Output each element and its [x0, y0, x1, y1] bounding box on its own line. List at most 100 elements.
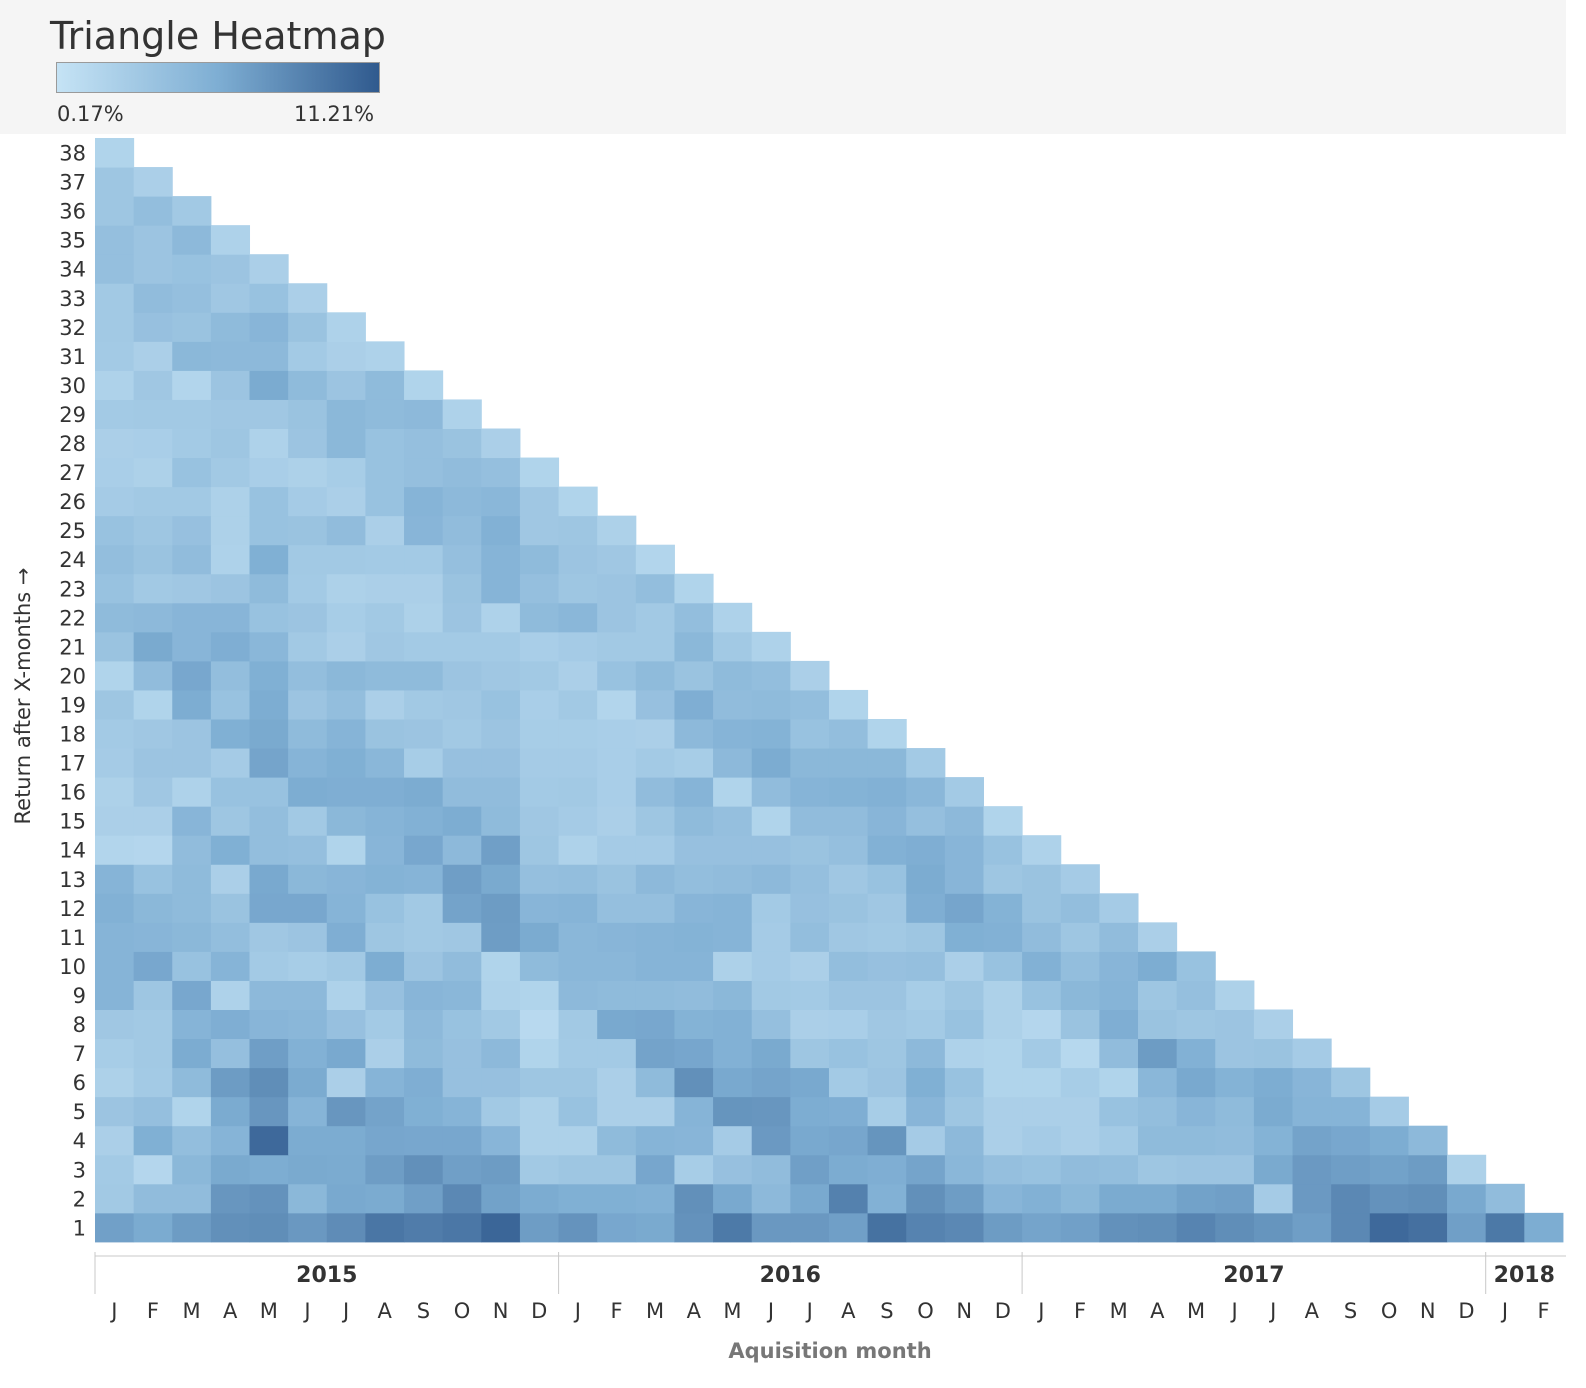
- heatmap-cell: [1099, 1154, 1139, 1185]
- heatmap-cell: [1331, 1212, 1371, 1243]
- heatmap-cell: [210, 980, 251, 1010]
- heatmap-cell: [674, 1183, 714, 1214]
- heatmap-cell: [442, 399, 482, 429]
- heatmap-cell: [828, 980, 869, 1010]
- month-label: J: [1268, 1299, 1276, 1323]
- heatmap-cell: [751, 835, 791, 865]
- y-tick-label: 15: [59, 810, 86, 834]
- heatmap-cell: [442, 719, 482, 749]
- heatmap-cell: [133, 835, 173, 865]
- heatmap-cell: [326, 312, 366, 342]
- heatmap-cell: [481, 922, 521, 952]
- month-label: A: [687, 1299, 702, 1323]
- heatmap-cell: [326, 1067, 366, 1098]
- heatmap-cell: [906, 1125, 946, 1156]
- heatmap-cell: [172, 399, 212, 429]
- heatmap-cell: [95, 806, 135, 836]
- heatmap-cell: [1292, 1038, 1332, 1069]
- heatmap-cell: [906, 835, 946, 865]
- heatmap-cell: [558, 1125, 598, 1156]
- heatmap-cell: [983, 1067, 1023, 1098]
- year-label: 2018: [1494, 1263, 1555, 1288]
- heatmap-cell: [1292, 1183, 1332, 1214]
- heatmap-cell: [442, 660, 482, 691]
- heatmap-cell: [1524, 1212, 1564, 1243]
- heatmap-cell: [95, 225, 135, 255]
- y-tick-label: 38: [59, 142, 86, 166]
- heatmap-cell: [172, 893, 212, 923]
- y-tick-label: 32: [59, 316, 86, 340]
- heatmap-cell: [95, 399, 135, 429]
- heatmap-cell: [95, 980, 135, 1010]
- heatmap-cell: [597, 719, 637, 749]
- y-tick-label: 2: [73, 1187, 86, 1211]
- heatmap-cell: [713, 631, 753, 662]
- heatmap-cell: [1253, 1154, 1294, 1185]
- heatmap-cell: [1022, 893, 1062, 923]
- heatmap-cell: [635, 631, 675, 662]
- heatmap-cell: [481, 573, 521, 604]
- month-label: J: [1500, 1299, 1508, 1323]
- heatmap-cell: [326, 631, 366, 662]
- heatmap-cell: [906, 1067, 946, 1098]
- heatmap-cell: [790, 1038, 830, 1069]
- heatmap-cell: [249, 980, 289, 1010]
- heatmap-cell: [249, 283, 289, 313]
- heatmap-cell: [481, 1183, 521, 1214]
- y-tick-label: 3: [73, 1158, 86, 1182]
- heatmap-cell: [867, 1096, 907, 1127]
- heatmap-cell: [558, 1096, 598, 1127]
- heatmap-cell: [635, 1154, 675, 1185]
- heatmap-cell: [210, 341, 251, 371]
- heatmap-cell: [1331, 1067, 1371, 1098]
- heatmap-cell: [867, 1009, 907, 1040]
- heatmap-cell: [210, 602, 251, 633]
- heatmap-cell: [828, 1009, 869, 1040]
- heatmap-cell: [1369, 1154, 1409, 1185]
- heatmap-cell: [558, 1183, 598, 1214]
- y-tick-label: 34: [59, 258, 86, 282]
- heatmap-cell: [133, 515, 173, 546]
- month-label: F: [1538, 1299, 1550, 1323]
- heatmap-cell: [1022, 1038, 1062, 1069]
- heatmap-cell: [867, 1067, 907, 1098]
- heatmap-cell: [404, 806, 444, 836]
- heatmap-cell: [906, 748, 946, 778]
- heatmap-cell: [713, 660, 753, 691]
- heatmap-cell: [906, 1154, 946, 1185]
- heatmap-cell: [249, 1067, 289, 1098]
- heatmap-cell: [404, 544, 444, 575]
- y-tick-label: 28: [59, 432, 86, 456]
- heatmap-cell: [597, 777, 637, 807]
- heatmap-cell: [635, 573, 675, 604]
- heatmap-cell: [365, 370, 405, 400]
- heatmap-cell: [481, 515, 521, 546]
- heatmap-cell: [1447, 1212, 1487, 1243]
- y-tick-label: 30: [59, 374, 86, 398]
- heatmap-cell: [906, 922, 946, 952]
- heatmap-cell: [288, 341, 328, 371]
- heatmap-cell: [519, 835, 560, 865]
- heatmap-cell: [288, 864, 328, 894]
- heatmap-cell: [1331, 1154, 1371, 1185]
- heatmap-cell: [597, 631, 637, 662]
- heatmap-chart: 1234567891011121314151617181920212223242…: [11, 138, 1566, 1363]
- y-tick-label: 4: [73, 1129, 86, 1153]
- month-label: J: [805, 1299, 813, 1323]
- heatmap-cell: [288, 1067, 328, 1098]
- heatmap-cell: [288, 660, 328, 691]
- heatmap-cell: [558, 515, 598, 546]
- heatmap-cell: [365, 544, 405, 575]
- heatmap-cell: [249, 515, 289, 546]
- heatmap-cell: [1099, 1067, 1139, 1098]
- heatmap-cell: [1138, 1125, 1178, 1156]
- heatmap-cell: [674, 719, 714, 749]
- heatmap-cell: [597, 1212, 637, 1243]
- heatmap-cell: [635, 1212, 675, 1243]
- heatmap-cell: [674, 1096, 714, 1127]
- heatmap-cell: [249, 748, 289, 778]
- heatmap-cell: [983, 951, 1023, 981]
- heatmap-cell: [404, 835, 444, 865]
- heatmap-cell: [481, 1009, 521, 1040]
- heatmap-cell: [210, 573, 251, 604]
